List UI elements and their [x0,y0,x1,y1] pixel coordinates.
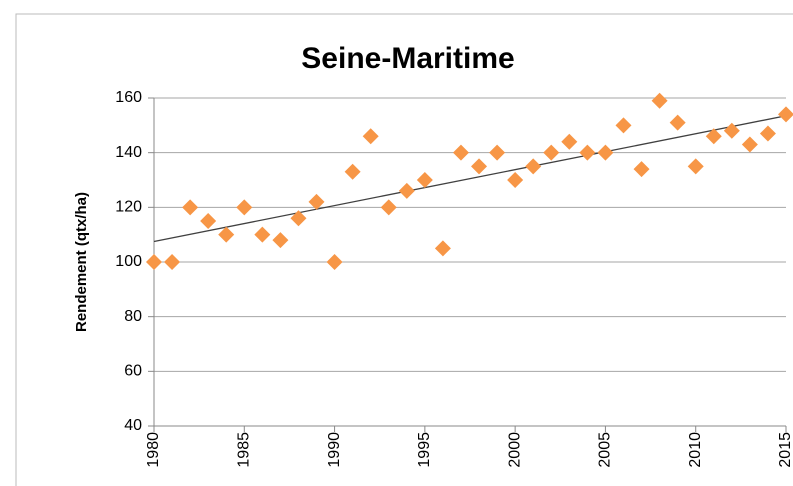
y-tick-label: 140 [115,144,142,161]
point [778,106,793,123]
point [434,240,451,257]
point [759,125,776,142]
x-tick-label: 2010 [687,432,704,468]
point [200,213,217,229]
point [579,144,596,161]
point [507,172,524,188]
point [651,92,668,109]
point [290,210,307,227]
point [272,232,289,249]
point [146,254,162,270]
point [471,158,488,175]
x-tick-label: 2000 [506,432,523,468]
point [416,172,433,188]
point [182,199,199,216]
point [308,193,325,210]
x-tick-label: 2015 [777,432,793,468]
chart-frame [15,13,793,486]
point [236,199,253,216]
x-tick-label: 1990 [326,432,343,468]
point [362,128,379,145]
point [254,226,271,243]
x-tick-label: 1985 [236,432,253,468]
point [218,226,235,243]
point [344,163,361,180]
point [741,136,758,153]
point [615,117,632,134]
point [669,114,686,131]
y-tick-label: 80 [124,308,142,325]
y-tick-label: 160 [115,89,142,106]
point [525,158,542,175]
point [398,182,415,199]
point [380,199,397,216]
x-tick-label: 2005 [597,432,614,468]
x-tick-label: 1995 [416,432,433,468]
y-axis-label: Rendement (qtx/ha) [73,192,90,332]
point [687,158,704,175]
x-tick-label: 1980 [145,432,162,468]
point [489,144,506,161]
trend-line [153,115,787,243]
point [723,122,740,139]
point [597,144,614,161]
point [164,254,181,270]
point [452,144,469,161]
y-tick-label: 60 [124,363,142,380]
point [705,128,722,145]
y-tick-label: 100 [115,253,142,270]
point [543,144,560,161]
point [326,254,343,270]
y-tick-label: 120 [115,199,142,216]
point [561,133,578,150]
y-tick-label: 40 [124,417,142,434]
point [633,161,650,178]
chart-title: Seine-Maritime [301,42,514,75]
